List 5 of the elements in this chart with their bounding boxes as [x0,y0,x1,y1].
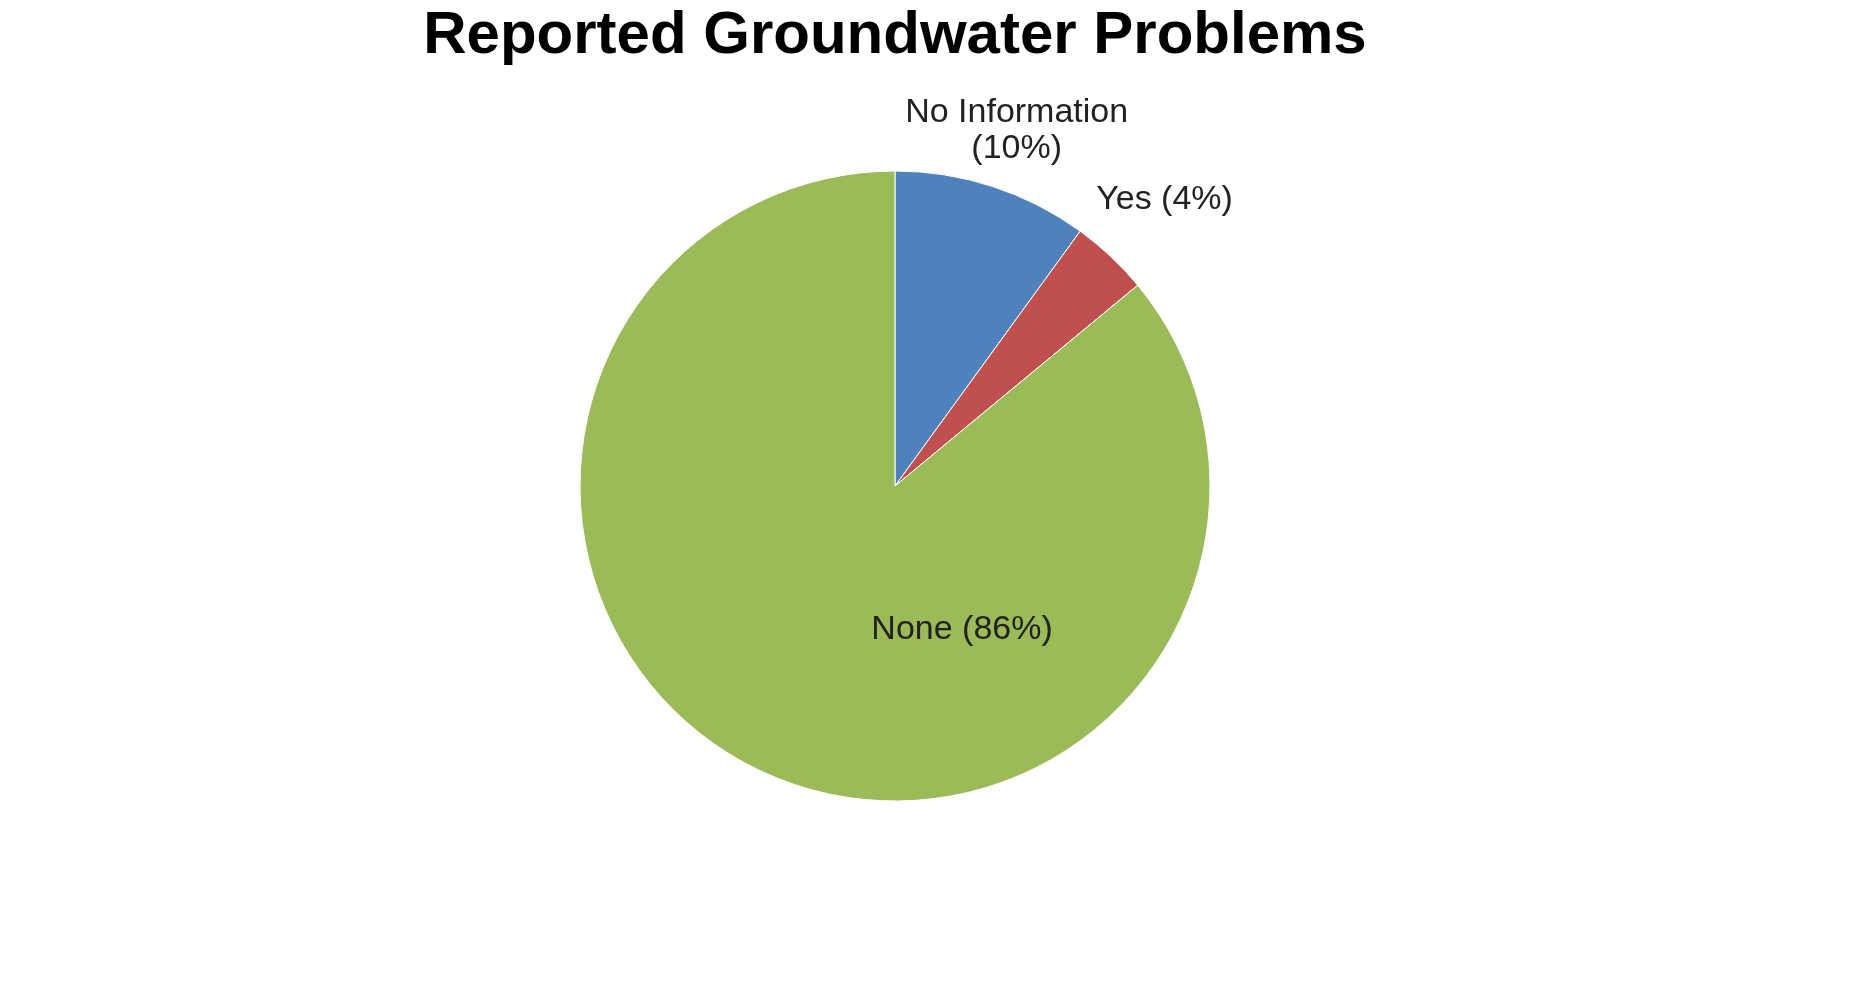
slice-label: None (86%) [871,607,1053,646]
slice-label: Yes (4%) [1096,177,1233,216]
chart-title: Reported Groundwater Problems [423,0,1367,66]
data-label: (10%) [971,126,1063,165]
slice-label: No Information [905,90,1129,129]
